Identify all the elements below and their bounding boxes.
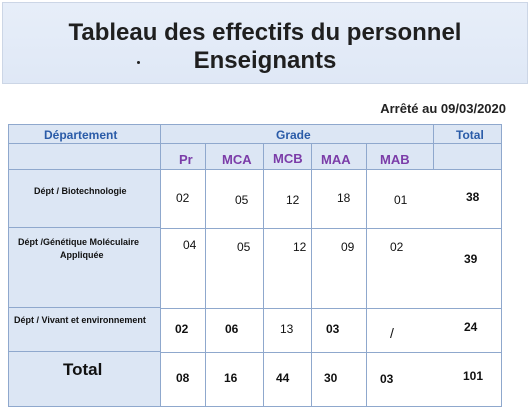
row-total: 24 bbox=[464, 320, 478, 334]
value-mcb: 12 bbox=[286, 193, 300, 207]
dept-cell-total bbox=[8, 352, 161, 407]
value-maa: 09 bbox=[341, 240, 355, 254]
page-title: Tableau des effectifs du personnel bbox=[68, 19, 462, 46]
grid-line bbox=[311, 144, 312, 407]
grid-line bbox=[205, 144, 206, 407]
total-label: Total bbox=[63, 360, 103, 379]
grade-mca: MCA bbox=[222, 152, 252, 167]
value-mca: 05 bbox=[237, 240, 251, 254]
value-pr: 02 bbox=[176, 191, 190, 205]
value-mab: 02 bbox=[390, 240, 404, 254]
grade-maa: MAA bbox=[321, 152, 351, 167]
grid-line bbox=[263, 144, 264, 407]
grid-line bbox=[161, 352, 502, 353]
grand-total: 101 bbox=[463, 369, 484, 383]
grid-line bbox=[161, 308, 502, 309]
row-department: Dépt /Génétique Moléculaire bbox=[18, 237, 140, 247]
total-pr: 08 bbox=[176, 371, 190, 385]
value-mab: 01 bbox=[394, 193, 408, 207]
grades-header-row bbox=[161, 144, 434, 170]
date-stamp: Arrêté au 09/03/2020 bbox=[380, 101, 506, 116]
row-department: Dépt / Vivant et environnement bbox=[14, 315, 146, 325]
header-total-blank bbox=[434, 144, 502, 170]
row-total: 39 bbox=[464, 252, 478, 266]
total-maa: 30 bbox=[324, 371, 338, 385]
header-total: Total bbox=[456, 128, 484, 142]
dept-cell-3 bbox=[8, 308, 161, 352]
grade-mcb: MCB bbox=[273, 151, 303, 166]
staff-table bbox=[8, 124, 502, 407]
value-mcb: 13 bbox=[280, 322, 294, 336]
header-department-cell bbox=[8, 124, 161, 144]
title-banner: Tableau des effectifs du personnel Ensei… bbox=[2, 2, 528, 84]
dept-cell-2 bbox=[8, 228, 161, 308]
grade-mab: MAB bbox=[380, 152, 410, 167]
header-department: Département bbox=[44, 128, 118, 142]
grade-pr: Pr bbox=[179, 152, 193, 167]
dept-cell-1 bbox=[8, 170, 161, 228]
grid-line bbox=[161, 228, 502, 229]
value-pr: 04 bbox=[183, 238, 197, 252]
stray-dot bbox=[137, 61, 140, 64]
grid-line bbox=[366, 144, 367, 407]
value-pr: 02 bbox=[175, 322, 189, 336]
row-department-line2: Appliquée bbox=[60, 250, 104, 260]
row-total: 38 bbox=[466, 190, 480, 204]
value-maa: 18 bbox=[337, 191, 351, 205]
value-mca: 06 bbox=[225, 322, 239, 336]
page-subtitle: Enseignants bbox=[193, 47, 337, 74]
value-maa: 03 bbox=[326, 322, 340, 336]
header-grade-cell bbox=[161, 124, 434, 144]
total-mab: 03 bbox=[380, 372, 394, 386]
value-mab: / bbox=[390, 325, 394, 341]
total-mcb: 44 bbox=[276, 371, 290, 385]
header-grade: Grade bbox=[276, 128, 311, 142]
value-mca: 05 bbox=[235, 193, 249, 207]
total-mca: 16 bbox=[224, 371, 238, 385]
value-mcb: 12 bbox=[293, 240, 307, 254]
header-blank-cell bbox=[8, 144, 161, 170]
row-department: Dépt / Biotechnologie bbox=[34, 186, 127, 196]
header-total-cell bbox=[434, 124, 502, 144]
